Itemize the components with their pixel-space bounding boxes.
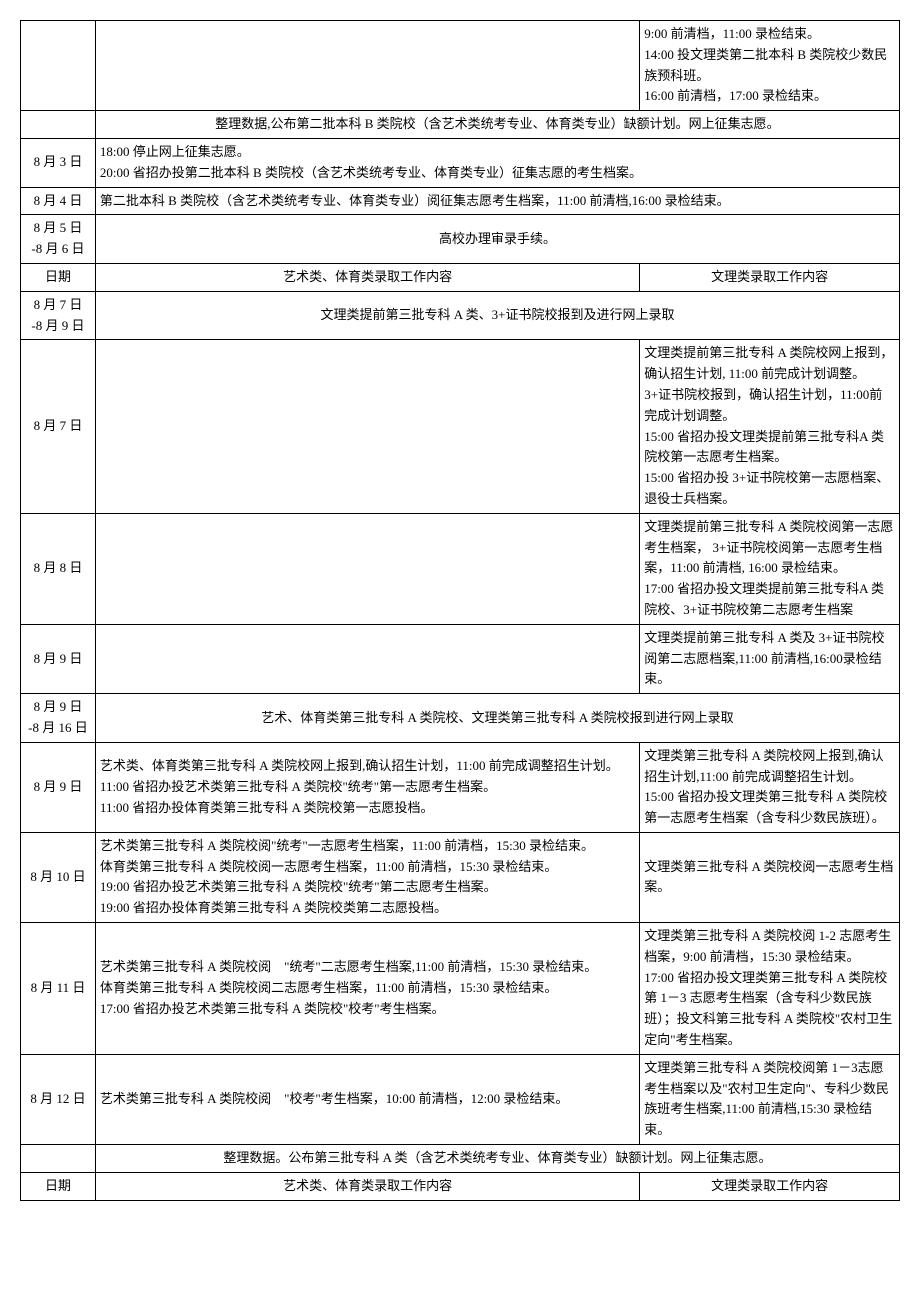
date-cell (21, 1145, 96, 1173)
header-art: 艺术类、体育类录取工作内容 (95, 263, 639, 291)
date-cell: 8 月 10 日 (21, 832, 96, 922)
date-cell: 8 月 4 日 (21, 187, 96, 215)
wenli-content: 文理类第三批专科 A 类院校阅一志愿考生档案。 (640, 832, 900, 922)
table-row: 日期艺术类、体育类录取工作内容文理类录取工作内容 (21, 263, 900, 291)
merged-content: 18:00 停止网上征集志愿。20:00 省招办投第二批本科 B 类院校（含艺术… (95, 138, 899, 187)
date-cell: 8 月 9 日-8 月 16 日 (21, 694, 96, 743)
table-row: 8 月 12 日艺术类第三批专科 A 类院校阅 "校考"考生档案，10:00 前… (21, 1054, 900, 1144)
merged-content: 整理数据。公布第三批专科 A 类（含艺术类统考专业、体育类专业）缺额计划。网上征… (95, 1145, 899, 1173)
art-content (95, 21, 639, 111)
header-date: 日期 (21, 1172, 96, 1200)
wenli-content: 文理类提前第三批专科 A 类院校网上报到，确认招生计划, 11:00 前完成计划… (640, 340, 900, 513)
table-body: 9:00 前清档，11:00 录检结束。14:00 投文理类第二批本科 B 类院… (21, 21, 900, 1201)
art-content (95, 340, 639, 513)
art-content: 艺术类第三批专科 A 类院校阅 "校考"考生档案，10:00 前清档，12:00… (95, 1054, 639, 1144)
table-row: 8 月 10 日艺术类第三批专科 A 类院校阅"统考"一志愿考生档案，11:00… (21, 832, 900, 922)
table-row: 8 月 8 日 文理类提前第三批专科 A 类院校阅第一志愿考生档案， 3+证书院校… (21, 513, 900, 624)
table-row: 日期艺术类、体育类录取工作内容文理类录取工作内容 (21, 1172, 900, 1200)
table-row: 8 月 7 日 文理类提前第三批专科 A 类院校网上报到，确认招生计划, 11:0… (21, 340, 900, 513)
date-cell: 8 月 7 日 (21, 340, 96, 513)
table-row: 8 月 3 日18:00 停止网上征集志愿。20:00 省招办投第二批本科 B … (21, 138, 900, 187)
wenli-content: 文理类提前第三批专科 A 类及 3+证书院校阅第二志愿档案,11:00 前清档,… (640, 624, 900, 693)
date-cell (21, 21, 96, 111)
art-content (95, 624, 639, 693)
merged-content: 第二批本科 B 类院校（含艺术类统考专业、体育类专业）阅征集志愿考生档案，11:… (95, 187, 899, 215)
table-row: 8 月 7 日-8 月 9 日文理类提前第三批专科 A 类、3+证书院校报到及进… (21, 291, 900, 340)
merged-content: 艺术、体育类第三批专科 A 类院校、文理类第三批专科 A 类院校报到进行网上录取 (95, 694, 899, 743)
header-wenli: 文理类录取工作内容 (640, 263, 900, 291)
date-cell: 8 月 12 日 (21, 1054, 96, 1144)
header-art: 艺术类、体育类录取工作内容 (95, 1172, 639, 1200)
date-cell: 8 月 3 日 (21, 138, 96, 187)
table-row: 9:00 前清档，11:00 录检结束。14:00 投文理类第二批本科 B 类院… (21, 21, 900, 111)
merged-content: 高校办理审录手续。 (95, 215, 899, 264)
date-cell (21, 111, 96, 139)
table-row: 整理数据。公布第三批专科 A 类（含艺术类统考专业、体育类专业）缺额计划。网上征… (21, 1145, 900, 1173)
art-content: 艺术类第三批专科 A 类院校阅"统考"一志愿考生档案，11:00 前清档，15:… (95, 832, 639, 922)
header-date: 日期 (21, 263, 96, 291)
date-cell: 8 月 11 日 (21, 923, 96, 1055)
table-row: 8 月 4 日第二批本科 B 类院校（含艺术类统考专业、体育类专业）阅征集志愿考… (21, 187, 900, 215)
table-row: 8 月 11 日艺术类第三批专科 A 类院校阅 "统考"二志愿考生档案,11:0… (21, 923, 900, 1055)
table-row: 8 月 5 日-8 月 6 日高校办理审录手续。 (21, 215, 900, 264)
table-row: 整理数据,公布第二批本科 B 类院校（含艺术类统考专业、体育类专业）缺额计划。网… (21, 111, 900, 139)
date-cell: 8 月 9 日 (21, 742, 96, 832)
date-cell: 8 月 8 日 (21, 513, 96, 624)
table-row: 8 月 9 日-8 月 16 日艺术、体育类第三批专科 A 类院校、文理类第三批… (21, 694, 900, 743)
date-cell: 8 月 9 日 (21, 624, 96, 693)
header-wenli: 文理类录取工作内容 (640, 1172, 900, 1200)
art-content: 艺术类、体育类第三批专科 A 类院校网上报到,确认招生计划，11:00 前完成调… (95, 742, 639, 832)
table-row: 8 月 9 日艺术类、体育类第三批专科 A 类院校网上报到,确认招生计划，11:… (21, 742, 900, 832)
schedule-table: 9:00 前清档，11:00 录检结束。14:00 投文理类第二批本科 B 类院… (20, 20, 900, 1201)
wenli-content: 文理类提前第三批专科 A 类院校阅第一志愿考生档案， 3+证书院校阅第一志愿考生… (640, 513, 900, 624)
merged-content: 文理类提前第三批专科 A 类、3+证书院校报到及进行网上录取 (95, 291, 899, 340)
date-cell: 8 月 5 日-8 月 6 日 (21, 215, 96, 264)
merged-content: 整理数据,公布第二批本科 B 类院校（含艺术类统考专业、体育类专业）缺额计划。网… (95, 111, 899, 139)
wenli-content: 9:00 前清档，11:00 录检结束。14:00 投文理类第二批本科 B 类院… (640, 21, 900, 111)
date-cell: 8 月 7 日-8 月 9 日 (21, 291, 96, 340)
art-content: 艺术类第三批专科 A 类院校阅 "统考"二志愿考生档案,11:00 前清档，15… (95, 923, 639, 1055)
wenli-content: 文理类第三批专科 A 类院校阅 1-2 志愿考生档案，9:00 前清档，15:3… (640, 923, 900, 1055)
art-content (95, 513, 639, 624)
wenli-content: 文理类第三批专科 A 类院校网上报到,确认招生计划,11:00 前完成调整招生计… (640, 742, 900, 832)
wenli-content: 文理类第三批专科 A 类院校阅第 1－3志愿考生档案以及"农村卫生定向"、专科少… (640, 1054, 900, 1144)
table-row: 8 月 9 日 文理类提前第三批专科 A 类及 3+证书院校阅第二志愿档案,11:… (21, 624, 900, 693)
